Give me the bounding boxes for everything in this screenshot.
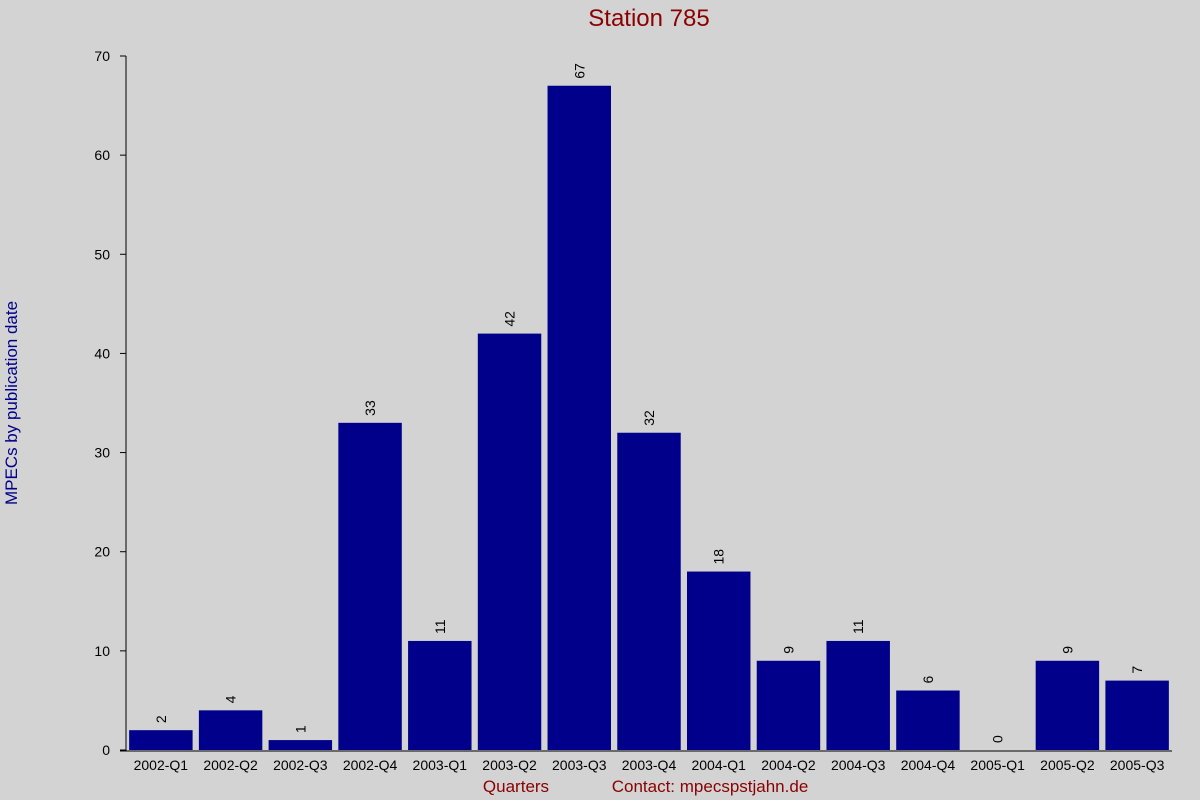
bar [1035,660,1100,750]
x-tick-label: 2002-Q4 [343,757,398,773]
y-tick-label: 50 [94,246,110,262]
x-tick-label: 2003-Q4 [622,757,677,773]
bar [547,85,611,750]
bar [268,740,333,750]
value-label: 7 [1129,666,1145,674]
bar [477,333,542,750]
x-tick-label: 2002-Q1 [134,757,189,773]
x-tick-label: 2003-Q3 [552,757,607,773]
x-tick-label: 2004-Q3 [831,757,886,773]
x-tick-label: 2004-Q2 [761,757,816,773]
bar [408,640,472,750]
bar [198,710,263,750]
value-label: 32 [641,410,657,426]
value-label: 11 [432,619,448,634]
bar [756,660,821,750]
y-tick-label: 20 [94,544,110,560]
bar [1105,680,1169,750]
value-label: 33 [362,400,378,416]
value-label: 4 [223,695,239,703]
x-tick-label: 2002-Q3 [273,757,328,773]
y-tick-label: 70 [94,48,110,64]
chart-title: Station 785 [588,5,709,32]
y-tick-label: 0 [102,742,110,758]
bar [338,422,402,750]
x-axis-label: Quarters [483,777,549,796]
x-tick-label: 2003-Q2 [482,757,537,773]
x-tick-label: 2005-Q2 [1040,757,1095,773]
x-tick-label: 2003-Q1 [413,757,468,773]
x-tick-label: 2004-Q1 [691,757,746,773]
value-label: 11 [850,619,866,634]
bar [687,571,751,750]
value-label: 1 [292,725,308,733]
x-tick-label: 2005-Q3 [1110,757,1165,773]
y-tick-label: 40 [94,345,110,361]
value-label: 42 [502,311,518,327]
value-label: 0 [990,735,1006,743]
y-tick-label: 60 [94,147,110,163]
bar [896,690,960,750]
y-axis-label: MPECs by publication date [2,301,21,505]
contact: Contact: mpecspstjahn.de [612,777,809,796]
x-tick-label: 2005-Q1 [970,757,1025,773]
value-label: 9 [1059,646,1075,654]
y-tick-label: 10 [94,643,110,659]
value-label: 6 [920,676,936,684]
x-tick-label: 2004-Q4 [901,757,956,773]
bar [617,432,681,750]
y-tick-label: 30 [94,445,110,461]
value-label: 18 [711,549,727,565]
x-tick-label: 2002-Q2 [203,757,258,773]
value-label: 2 [153,715,169,723]
bar [826,640,890,750]
value-label: 9 [780,646,796,654]
bar [129,730,193,750]
value-label: 67 [571,63,587,79]
